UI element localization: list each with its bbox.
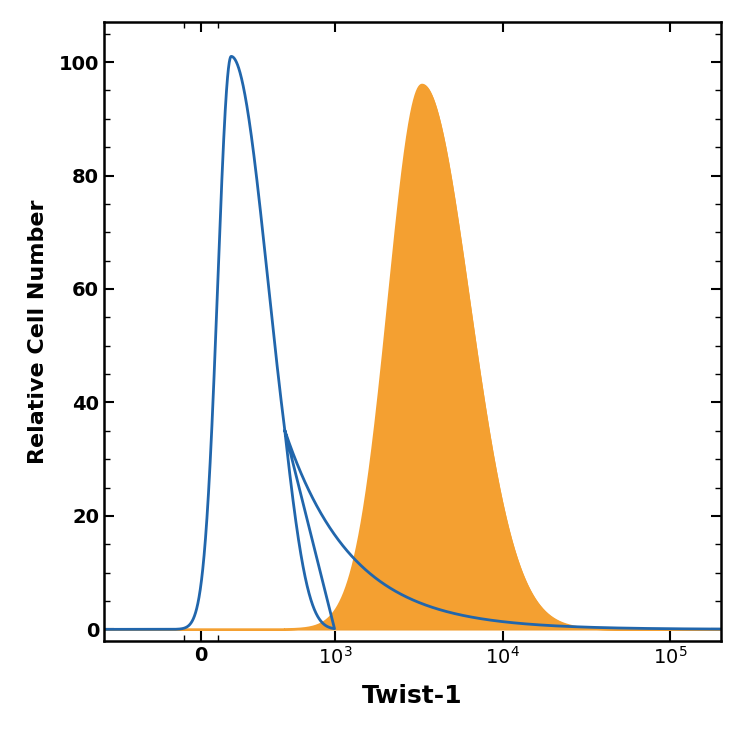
Y-axis label: Relative Cell Number: Relative Cell Number bbox=[27, 199, 48, 464]
X-axis label: Twist-1: Twist-1 bbox=[362, 684, 463, 708]
